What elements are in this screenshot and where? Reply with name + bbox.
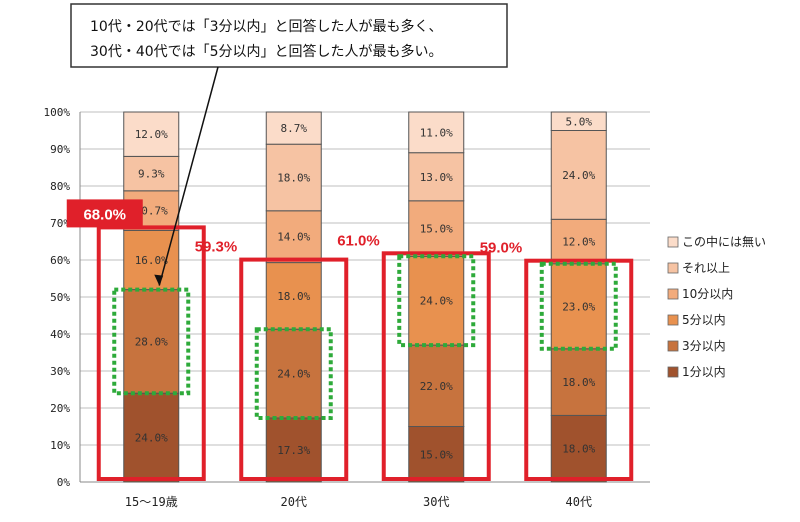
bar-segment: [408, 200, 465, 257]
y-tick-label: 60%: [50, 254, 70, 267]
most-common-highlight-box: [254, 327, 333, 420]
callout: 10代・20代では「3分以内」と回答した人が最も多く、 30代・40代では「5分…: [70, 3, 508, 68]
y-tick-label: 20%: [50, 402, 70, 415]
segment-value-label: 22.0%: [420, 380, 453, 393]
total-highlight-box: [381, 251, 491, 481]
bar-segment: [265, 111, 322, 145]
total-highlight-box: [239, 257, 349, 481]
segment-value-label: 18.0%: [562, 443, 595, 456]
legend-swatch: [667, 288, 679, 300]
bar-segment: [550, 348, 607, 416]
bar-segment: [550, 263, 607, 350]
y-tick-label: 50%: [50, 291, 70, 304]
bar-segment: [550, 111, 607, 131]
segment-value-label: 17.3%: [277, 444, 310, 457]
category-label: 30代: [423, 495, 449, 509]
bar-segment: [550, 218, 607, 265]
callout-line-2: 30代・40代では「5分以内」と回答した人が最も多い。: [90, 43, 443, 60]
bar-segment: [265, 328, 322, 419]
bar-segment: [265, 143, 322, 212]
segment-value-label: 18.0%: [277, 290, 310, 303]
segment-value-label: 23.0%: [562, 300, 595, 313]
segment-value-label: 9.3%: [138, 168, 165, 181]
bar-segment: [408, 426, 465, 483]
bar-segment: [550, 414, 607, 483]
legend-item: 10分以内: [682, 287, 733, 301]
bar-segment: [408, 111, 465, 154]
legend-item: 1分以内: [682, 365, 726, 379]
segment-value-label: 5.0%: [566, 115, 593, 128]
callout-line-1: 10代・20代では「3分以内」と回答した人が最も多く、: [90, 18, 443, 35]
segment-value-label: 12.0%: [562, 236, 595, 249]
segment-value-label: 28.0%: [135, 335, 168, 348]
segment-value-label: 10.7%: [135, 205, 168, 218]
bar-segment: [550, 130, 607, 220]
y-tick-label: 10%: [50, 439, 70, 452]
segment-value-label: 13.0%: [420, 171, 453, 184]
category-label: 15～19歳: [125, 495, 178, 509]
y-tick-label: 0%: [57, 476, 71, 489]
y-tick-label: 70%: [50, 217, 70, 230]
legend-swatch: [667, 314, 679, 326]
callout-box: [70, 3, 508, 68]
segment-value-label: 16.0%: [135, 254, 168, 267]
total-label-badge: [66, 199, 143, 228]
bar-segment: [265, 262, 322, 330]
segment-value-label: 24.0%: [277, 368, 310, 381]
most-common-highlight-box: [397, 254, 476, 348]
segment-value-label: 24.0%: [135, 432, 168, 445]
category-label: 20代: [281, 495, 307, 509]
total-highlight-box: [524, 258, 634, 482]
y-tick-label: 80%: [50, 180, 70, 193]
segment-value-label: 8.7%: [281, 122, 308, 135]
segment-value-label: 11.0%: [420, 126, 453, 139]
callout-arrowhead: [154, 274, 164, 286]
segment-value-label: 12.0%: [135, 128, 168, 141]
bar-segment: [123, 155, 180, 192]
total-label: 59.3%: [195, 239, 238, 256]
bar-segment: [123, 229, 180, 291]
bar-segment: [123, 289, 180, 394]
category-label: 40代: [566, 495, 592, 509]
legend-swatch: [667, 262, 679, 274]
plot-area: 0% 10% 20% 30% 40% 50% 60% 70% 80% 90% 100% 24.0% 28…: [44, 66, 650, 509]
legend-item: この中には無い: [682, 234, 766, 249]
bar-segment: [408, 255, 465, 346]
legend-item: 3分以内: [682, 339, 726, 353]
legend-item: それ以上: [682, 261, 730, 275]
segment-value-label: 15.0%: [420, 448, 453, 461]
segment-value-label: 24.0%: [420, 295, 453, 308]
bar-segment: [123, 111, 180, 157]
y-tick-label: 30%: [50, 365, 70, 378]
legend-item: 5分以内: [682, 313, 726, 327]
legend-swatch: [667, 236, 679, 248]
segment-value-label: 18.0%: [277, 171, 310, 184]
callout-arrow-line: [158, 66, 219, 286]
segment-value-label: 15.0%: [420, 223, 453, 236]
y-tick-label: 90%: [50, 143, 70, 156]
legend-swatch: [667, 366, 679, 378]
y-tick-label: 40%: [50, 328, 70, 341]
total-label: 68.0%: [83, 206, 126, 223]
y-tick-label: 100%: [44, 106, 71, 119]
bar-segment: [408, 152, 465, 202]
total-label: 61.0%: [337, 232, 380, 249]
bar-segment: [408, 344, 465, 428]
most-common-highlight-box: [112, 287, 191, 396]
most-common-highlight-box: [539, 261, 618, 351]
total-label: 59.0%: [480, 240, 523, 257]
segment-value-label: 24.0%: [562, 169, 595, 182]
bar-segment: [265, 210, 322, 264]
segment-value-label: 18.0%: [562, 376, 595, 389]
segment-value-label: 14.0%: [277, 231, 310, 244]
legend-swatch: [667, 340, 679, 352]
total-highlight-box: [96, 225, 206, 481]
